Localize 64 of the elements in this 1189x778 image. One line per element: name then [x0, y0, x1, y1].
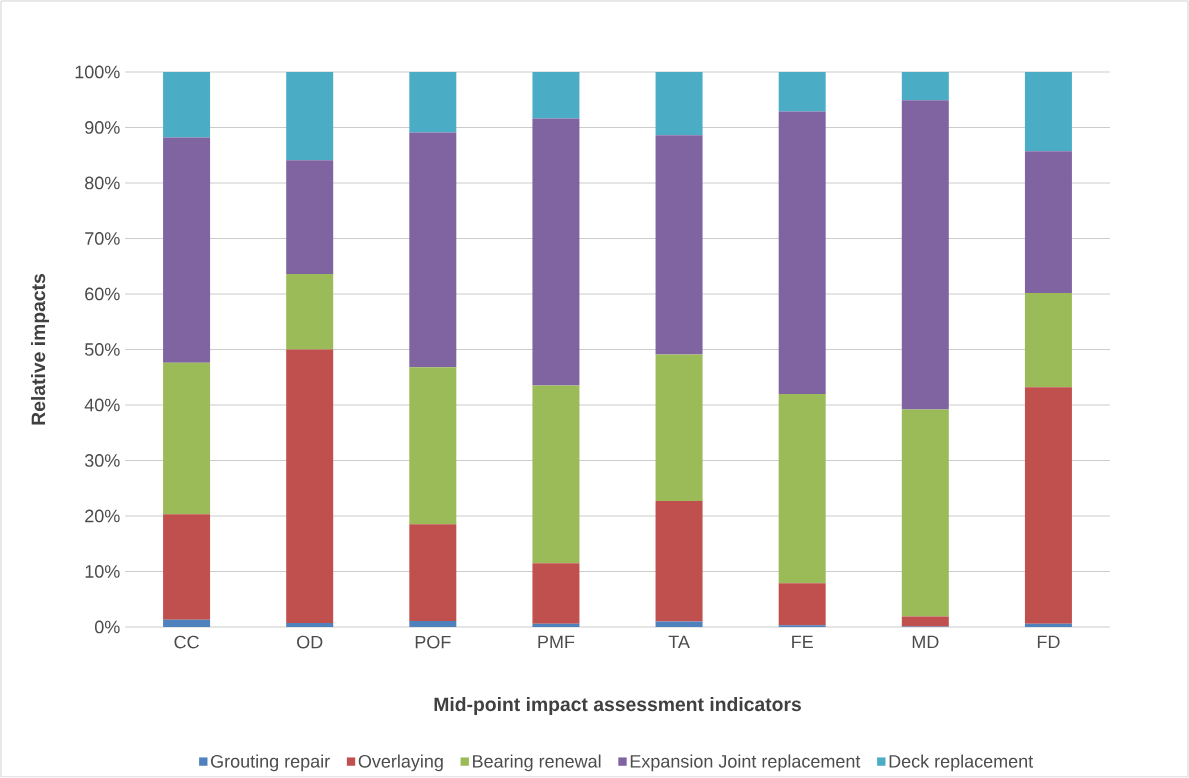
- bar: [1024, 387, 1072, 624]
- bar: [532, 623, 580, 627]
- bar: [409, 71, 457, 133]
- bar: [409, 524, 457, 621]
- bar: [409, 367, 457, 525]
- y-tick-label: 60%: [85, 287, 120, 301]
- bar: [655, 354, 703, 501]
- y-tick-label: 0%: [94, 620, 120, 634]
- bar: [409, 620, 457, 627]
- x-tick-label: PMF: [538, 635, 575, 649]
- x-tick-label: OD: [297, 635, 323, 649]
- bar: [901, 100, 949, 410]
- bar: [163, 619, 211, 627]
- bar: [778, 71, 826, 112]
- y-tick-label: 30%: [84, 454, 120, 467]
- legend-label: Grouting repair: [211, 754, 330, 772]
- x-tick-label: FD: [1037, 635, 1060, 649]
- bar: [655, 135, 703, 355]
- bar: [655, 501, 703, 622]
- y-tick-label: 90%: [85, 121, 120, 134]
- x-tick-label: TA: [668, 635, 690, 649]
- bar: [1024, 623, 1072, 627]
- legend-label: Expansion Joint replacement: [630, 754, 861, 772]
- y-tick-label: 40%: [84, 398, 120, 412]
- y-tick-label: 50%: [84, 343, 120, 356]
- bar: [1024, 71, 1072, 152]
- bar: [286, 349, 334, 624]
- y-axis-title: Relative impacts: [31, 274, 50, 425]
- x-tick-label: POF: [415, 635, 451, 649]
- bar: [532, 118, 580, 386]
- legend-label: Bearing renewal: [473, 754, 601, 772]
- bar: [163, 137, 211, 363]
- y-tick-label: 80%: [85, 176, 120, 190]
- y-tick-label: 20%: [85, 509, 120, 523]
- x-axis-title: Mid-point impact assessment indicators: [434, 696, 801, 715]
- y-tick-label: 100%: [75, 65, 120, 79]
- x-tick-label: FE: [792, 635, 813, 649]
- y-tick-label: 10%: [85, 565, 120, 578]
- bar: [532, 385, 580, 564]
- bar: [286, 274, 334, 350]
- bar: [1024, 292, 1072, 388]
- bar: [778, 583, 826, 626]
- bar: [655, 621, 703, 627]
- y-tick-label: 70%: [85, 232, 120, 245]
- bar: [163, 71, 211, 138]
- bar: [286, 71, 334, 161]
- legend-label: Overlaying: [358, 754, 443, 772]
- bar: [532, 563, 580, 624]
- bar: [286, 160, 334, 275]
- x-tick-label: CC: [174, 635, 199, 649]
- bar: [778, 111, 826, 394]
- x-tick-label: MD: [912, 635, 939, 649]
- bar: [901, 409, 949, 617]
- bar: [286, 623, 334, 627]
- bar: [901, 71, 949, 101]
- bar: [163, 362, 211, 515]
- legend-label: Deck replacement: [889, 754, 1034, 772]
- bar: [1024, 151, 1072, 293]
- bar: [655, 71, 703, 136]
- bar: [778, 393, 826, 584]
- bar: [163, 514, 211, 620]
- bar: [409, 132, 457, 368]
- bar: [532, 71, 580, 119]
- bar: [901, 616, 949, 627]
